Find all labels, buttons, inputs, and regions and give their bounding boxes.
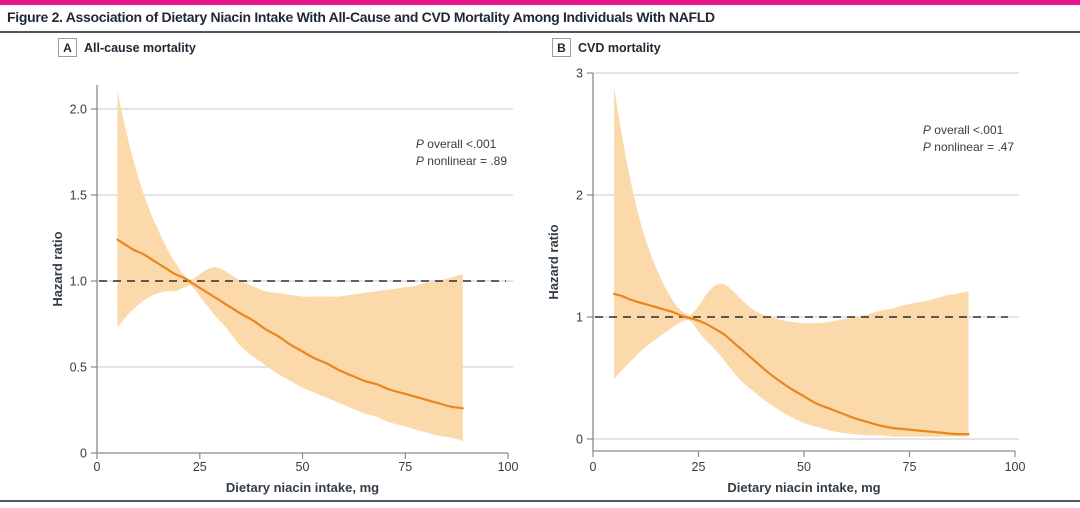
- p-overall-a: P overall <.001: [415, 137, 497, 151]
- confidence-band: [117, 91, 463, 442]
- panel-label-b: B: [552, 38, 571, 57]
- panel-a-chart: 0 0.5 1.0 1.5 2.0 0 25 50 75 100 Hazard ratio Dieta…: [50, 85, 518, 495]
- y-tick-label: 1.0: [70, 275, 87, 289]
- p-symbol: P: [415, 154, 424, 168]
- p-nonlinear-b: P nonlinear = .47: [922, 140, 1014, 154]
- x-tick-label: 75: [398, 460, 412, 474]
- title-divider: [0, 31, 1080, 33]
- y-tick-label: 0: [576, 433, 583, 447]
- panel-b-chart: 0 1 2 3 0 25 50 75 100 Hazard ratio Dietary niacin…: [546, 67, 1025, 496]
- p-values-annotation-a: P overall <.001 P nonlinear = .89: [416, 136, 507, 170]
- x-tick-label: 25: [193, 460, 207, 474]
- y-tick-label: 1.5: [70, 189, 87, 203]
- bottom-divider: [0, 500, 1080, 502]
- y-axis-title: Hazard ratio: [546, 224, 561, 299]
- x-axis-title: Dietary niacin intake, mg: [727, 480, 880, 495]
- panel-title-a: All-cause mortality: [84, 41, 196, 55]
- y-tick-label: 1: [576, 311, 583, 325]
- x-tick-label: 25: [692, 460, 706, 474]
- x-tick-label: 0: [94, 460, 101, 474]
- p-symbol: P: [922, 123, 931, 137]
- hazard-ratio-curve: [116, 238, 464, 410]
- x-tick-label: 100: [1005, 460, 1026, 474]
- x-axis-title: Dietary niacin intake, mg: [226, 480, 379, 495]
- p-symbol: P: [922, 140, 931, 154]
- x-tick-label: 50: [296, 460, 310, 474]
- confidence-band: [614, 87, 969, 437]
- y-tick-label: 0: [80, 447, 87, 461]
- y-tick-label: 2: [576, 189, 583, 203]
- x-tick-label: 50: [797, 460, 811, 474]
- panel-label-a: A: [58, 38, 77, 57]
- y-axis-title: Hazard ratio: [50, 231, 65, 306]
- y-tick-label: 2.0: [70, 103, 87, 117]
- p-nonlinear-a: P nonlinear = .89: [415, 154, 507, 168]
- y-tick-label: 3: [576, 67, 583, 81]
- p-overall-b: P overall <.001: [922, 123, 1004, 137]
- p-symbol: P: [415, 137, 424, 151]
- y-tick-label: 0.5: [70, 361, 87, 375]
- hazard-ratio-curve: [613, 292, 970, 436]
- x-tick-label: 0: [590, 460, 597, 474]
- accent-bar: [0, 0, 1080, 5]
- x-tick-label: 75: [903, 460, 917, 474]
- x-tick-label: 100: [498, 460, 519, 474]
- p-values-annotation-b: P overall <.001 P nonlinear = .47: [923, 122, 1014, 156]
- panel-title-b: CVD mortality: [578, 41, 661, 55]
- figure-title: Figure 2. Association of Dietary Niacin …: [7, 9, 715, 25]
